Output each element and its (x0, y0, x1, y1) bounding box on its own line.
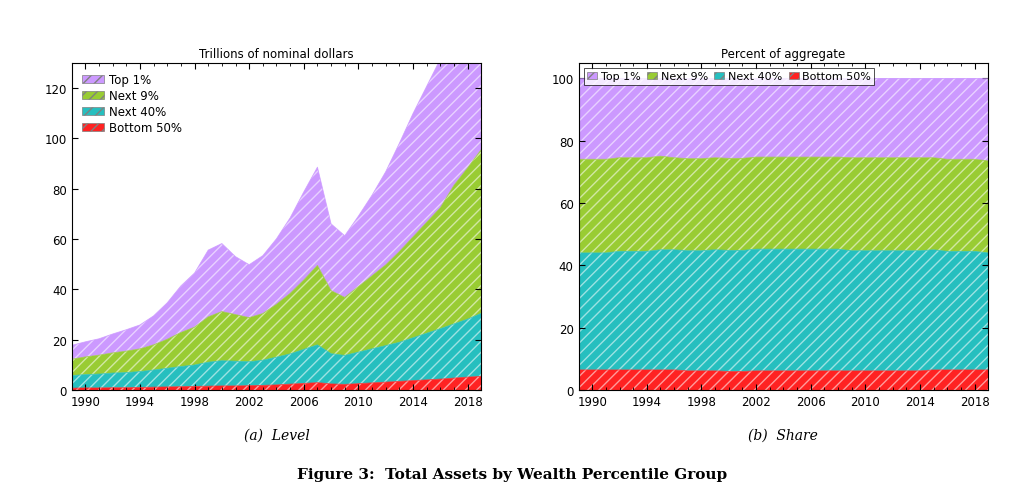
Legend: Top 1%, Next 9%, Next 40%, Bottom 50%: Top 1%, Next 9%, Next 40%, Bottom 50% (584, 69, 874, 85)
Text: Figure 3:  Total Assets by Wealth Percentile Group: Figure 3: Total Assets by Wealth Percent… (297, 468, 727, 481)
Legend: Top 1%, Next 9%, Next 40%, Bottom 50%: Top 1%, Next 9%, Next 40%, Bottom 50% (78, 69, 187, 140)
Text: (a)  Level: (a) Level (244, 428, 309, 442)
Title: Percent of aggregate: Percent of aggregate (721, 48, 846, 61)
Title: Trillions of nominal dollars: Trillions of nominal dollars (199, 48, 354, 61)
Text: (b)  Share: (b) Share (749, 428, 818, 442)
